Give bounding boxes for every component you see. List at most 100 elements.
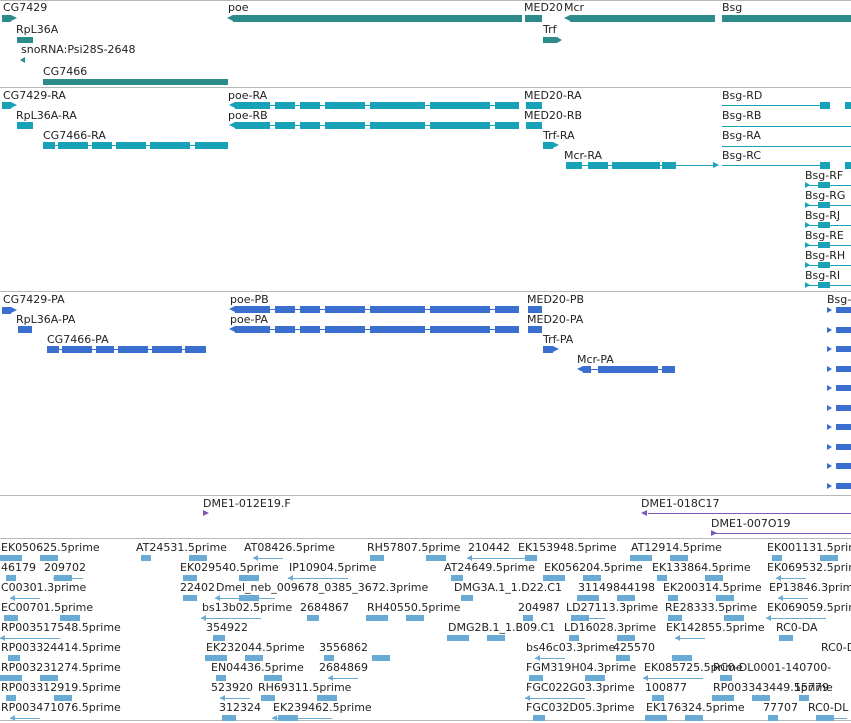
protein-poe-pa-exon[interactable] [275,326,295,333]
protein-cg7466-pa-exon[interactable] [62,346,92,353]
protein-label-med20-pa[interactable]: MED20-PA [527,313,584,326]
est-label[interactable]: RP003517548.5prime [1,621,121,634]
est-block[interactable] [60,615,80,621]
transcript-label-bsg-rd[interactable]: Bsg-RD [722,89,763,102]
est-block[interactable] [616,655,630,661]
est-label[interactable]: EK001131.5prime [767,541,851,554]
est-label[interactable]: EK029540.5prime [180,561,279,574]
est-label[interactable]: 31149844198 [578,581,655,594]
est-block[interactable] [670,555,688,561]
protein-poe-pa-exon[interactable] [300,326,320,333]
est-block[interactable] [779,635,793,641]
gene-cg7429[interactable] [2,15,11,22]
gene-label-poe[interactable]: poe [228,1,249,14]
protein-poe-pb-exon[interactable] [300,306,320,313]
transcript-label-rpl36a-ra[interactable]: RpL36A-RA [16,109,77,122]
est-label[interactable]: RC0-DA [776,621,818,634]
protein-label-bsg-1[interactable]: Bsg- [827,293,851,306]
transcript-bsg-exon[interactable] [818,182,830,188]
est-block[interactable] [245,655,263,661]
transcript-cg7466-ra-exon[interactable] [43,142,55,149]
protein-bsg-exon[interactable] [836,404,851,411]
protein-poe-pa-exon[interactable] [370,326,425,333]
transcript-label-bsg-2[interactable]: Bsg-RJ [805,209,841,222]
est-block[interactable] [239,575,259,581]
est-block[interactable] [617,595,635,601]
est-label[interactable]: 210442 [468,541,510,554]
est-label[interactable]: EK050625.5prime [1,541,100,554]
est-label[interactable]: DMG2B.1_1.B09.C1 [448,621,556,634]
est-block[interactable] [370,555,384,561]
est-label[interactable]: 3556862 [319,641,368,654]
protein-mcr-pa-exon[interactable] [662,366,675,373]
transcript-label-cg7466-ra[interactable]: CG7466-RA [43,129,106,142]
est-label[interactable]: FGC022G03.3prime [526,681,635,694]
est-label[interactable]: EK142855.5prime [666,621,765,634]
est-label[interactable]: RC0-DL [808,701,849,714]
est-label[interactable]: RH40550.5prime [367,601,461,614]
transcript-poe-rb-exon[interactable] [275,122,295,129]
transcript-cg7466-ra-exon[interactable] [150,142,190,149]
est-block[interactable] [426,555,446,561]
protein-poe-pb-exon[interactable] [275,306,295,313]
est-label[interactable]: RC0-DA [821,641,851,654]
est-block[interactable] [406,615,424,621]
protein-bsg-exon[interactable] [836,307,851,313]
gene-label-cg7466[interactable]: CG7466 [43,65,88,78]
transcript-mcr-ra-exon[interactable] [662,162,676,169]
transcript-poe-rb-exon[interactable] [495,122,519,129]
est-label[interactable]: 523920 [211,681,253,694]
est-block[interactable] [617,635,635,641]
est-block[interactable] [54,695,72,701]
gene-label-cg7429[interactable]: CG7429 [3,1,48,14]
clone-label-018c17[interactable]: DME1-018C17 [641,497,720,510]
est-block[interactable] [487,635,505,641]
est-block[interactable] [668,615,682,621]
protein-bsg-exon[interactable] [836,424,851,430]
protein-poe-pa-exon[interactable] [325,326,365,333]
est-label[interactable]: RP003231274.5prime [1,661,121,674]
protein-bsg-exon[interactable] [836,385,851,391]
transcript-cg7466-ra-exon[interactable] [116,142,146,149]
protein-bsg-exon[interactable] [836,346,851,352]
protein-cg7429-pa[interactable] [2,307,11,314]
protein-label-poe-pb[interactable]: poe-PB [230,293,269,306]
protein-med20-pa[interactable] [528,326,542,333]
protein-label-trf-pa[interactable]: Trf-PA [543,333,574,346]
est-block[interactable] [716,595,734,601]
est-block[interactable] [529,675,543,681]
protein-bsg-exon[interactable] [836,326,851,333]
protein-poe-pb-exon[interactable] [430,306,490,313]
protein-trf-pa[interactable] [543,346,553,353]
transcript-poe-rb-exon[interactable] [430,122,490,129]
protein-poe-pb-exon[interactable] [235,306,270,313]
est-label[interactable]: EK239462.5prime [273,701,372,714]
est-label[interactable]: FGM319H04.3prime [526,661,637,674]
protein-bsg-exon[interactable] [836,463,851,469]
est-block[interactable] [317,695,337,701]
est-label[interactable]: LD27113.3prime [566,601,659,614]
transcript-mcr-ra-exon[interactable] [566,162,582,169]
est-label[interactable]: 2684867 [300,601,349,614]
transcript-bsg-exon[interactable] [818,202,830,208]
est-label[interactable]: 209702 [44,561,86,574]
est-label[interactable]: AT24531.5prime [136,541,227,554]
est-label[interactable]: EK069532.5prime [767,561,851,574]
transcript-bsg-exon[interactable] [818,222,830,228]
protein-rpl36a-pa[interactable] [18,326,32,333]
est-label[interactable]: 15779 [794,681,829,694]
gene-mcr[interactable] [570,15,715,22]
transcript-cg7466-ra-exon[interactable] [92,142,112,149]
est-label[interactable]: EK056204.5prime [544,561,643,574]
transcript-cg7429-ra[interactable] [2,102,11,109]
transcript-label-bsg-0[interactable]: Bsg-RF [805,169,844,182]
est-block[interactable] [189,555,207,561]
est-block[interactable] [4,615,18,621]
transcript-label-bsg-3[interactable]: Bsg-RE [805,229,844,242]
est-block[interactable] [0,555,22,561]
transcript-mcr-ra-exon[interactable] [588,162,608,169]
transcript-poe-ra-exon[interactable] [275,102,295,109]
est-block[interactable] [577,595,599,601]
protein-label-cg7466-pa[interactable]: CG7466-PA [47,333,109,346]
protein-poe-pb-exon[interactable] [495,306,519,313]
